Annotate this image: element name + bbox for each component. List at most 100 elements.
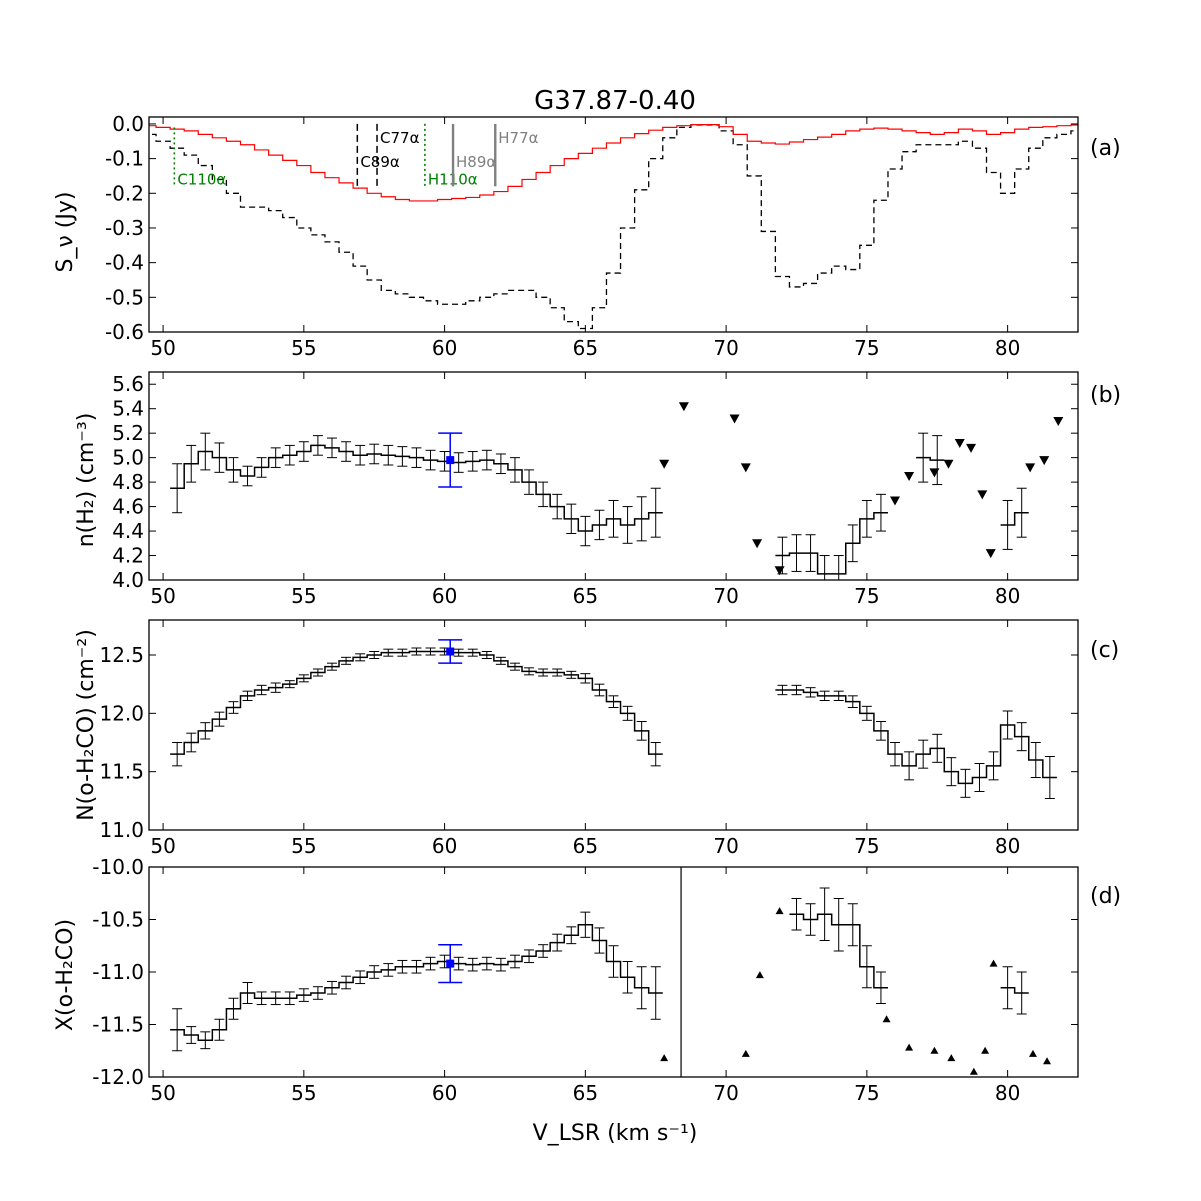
x-tick-label-d: 65 [573, 1081, 598, 1105]
upper-limit-marker-b [890, 496, 901, 506]
frame-b [148, 371, 1079, 581]
data-layer-d [170, 887, 1052, 1075]
line-marker-label-4: H89α [456, 153, 496, 171]
x-axis-label: V_LSR (km s⁻¹) [533, 1121, 698, 1146]
plot-area-b [170, 402, 1064, 580]
panel-label-d: (d) [1090, 884, 1121, 909]
line-marker-label-5: H77α [498, 129, 538, 147]
x-tick-label-b: 70 [713, 584, 738, 608]
y-axis-label-c: N(o-H₂CO) (cm⁻²) [74, 629, 99, 821]
lower-limit-marker-d [1028, 1049, 1037, 1057]
x-tick-label-c: 75 [854, 834, 879, 858]
upper-limit-marker-b [678, 402, 689, 412]
panel-d: 50 55 60 65 70 75 80-10.0-10.5-11.0-11.5-12.0 … [53, 855, 1121, 1146]
x-tick-label-d: 75 [854, 1081, 879, 1105]
x-tick-label-d: 60 [432, 1081, 457, 1105]
x-tick-label-b: 55 [291, 584, 316, 608]
data-layer-a [149, 124, 1078, 330]
y-tick-label-a: -0.3 [105, 216, 144, 240]
y-tick-label-b: 5.2 [112, 421, 144, 445]
highlight-marker-c [446, 647, 455, 656]
panel-label-c: (c) [1090, 638, 1119, 663]
upper-limit-marker-b [929, 468, 940, 478]
y-tick-label-d: -11.5 [92, 1013, 144, 1037]
x-tick-label-d: 70 [713, 1081, 738, 1105]
y-tick-label-b: 4.6 [112, 495, 144, 519]
step-line-b-0 [170, 444, 663, 532]
lower-limit-marker-d [775, 907, 784, 915]
panel-b: 50 55 60 65 70 75 80 5.65.45.25.04.84.64.44.24.… [74, 371, 1121, 608]
axes-c: 50 55 60 65 70 75 80 12.5 12.0 11.5 11.0 [99, 619, 1079, 858]
y-tick-label-b: 5.4 [112, 397, 144, 421]
y-tick-label-c: 11.0 [99, 818, 144, 842]
x-tick-label-b: 60 [432, 584, 457, 608]
y-tick-label-b: 5.0 [112, 446, 144, 470]
y-tick-label-b: 4.8 [112, 470, 144, 494]
frame-a [148, 116, 1079, 333]
lower-limit-marker-d [969, 1067, 978, 1075]
x-tick-label-b: 65 [573, 584, 598, 608]
step-line-d-1 [789, 913, 888, 989]
upper-limit-marker-b [1025, 463, 1036, 473]
y-axis-label-b: n(H₂) (cm⁻³) [74, 413, 99, 548]
x-tick-label-b: 80 [995, 584, 1020, 608]
x-tick-label-a: 60 [432, 336, 457, 360]
step-line-b-2 [916, 456, 945, 461]
panel-c: 50 55 60 65 70 75 80 12.5 12.0 11.5 11.0 (c) N(o-H… [74, 619, 1119, 858]
y-axis-label-d: X(o-H₂CO) [53, 919, 78, 1031]
x-tick-label-d: 55 [291, 1081, 316, 1105]
upper-limit-marker-b [943, 459, 954, 469]
plot-area-d [170, 867, 1052, 1077]
lower-limit-marker-d [947, 1054, 956, 1062]
lower-limit-marker-d [741, 1049, 750, 1057]
y-tick-label-b: 5.6 [112, 372, 144, 396]
y-tick-label-a: 0.0 [112, 112, 144, 136]
lower-limit-marker-d [905, 1043, 914, 1051]
plot-area-a: C110αC89αC77αH110αH89αH77α [149, 123, 1078, 330]
upper-limit-marker-b [985, 549, 996, 559]
lower-limit-marker-d [930, 1046, 939, 1054]
y-tick-label-c: 12.0 [99, 701, 144, 725]
upper-limit-marker-b [966, 443, 977, 453]
lower-limit-marker-d [981, 1046, 990, 1054]
y-tick-label-c: 12.5 [99, 643, 144, 667]
upper-limit-marker-b [740, 463, 751, 473]
y-tick-label-d: -12.0 [92, 1065, 144, 1089]
lower-limit-marker-d [989, 959, 998, 967]
upper-limit-marker-b [659, 459, 670, 469]
upper-limit-marker-b [954, 438, 965, 448]
panel-label-a: (a) [1090, 136, 1121, 161]
y-tick-label-b: 4.0 [112, 568, 144, 592]
x-tick-label-c: 50 [150, 834, 175, 858]
step-line-c-0 [170, 650, 663, 755]
y-tick-label-b: 4.4 [112, 519, 144, 543]
upper-limit-marker-b [1039, 456, 1050, 466]
y-tick-label-c: 11.5 [99, 760, 144, 784]
y-tick-label-a: -0.1 [105, 147, 144, 171]
frame-c [148, 619, 1079, 831]
x-tick-label-a: 65 [573, 336, 598, 360]
plot-area-c [170, 639, 1057, 799]
lower-limit-marker-d [1043, 1057, 1052, 1065]
step-line-b-1 [775, 511, 888, 575]
axes-a: 50 55 60 65 70 75 80 0.0 -0.1 -0.2 -0.3 -0.4 -0.5 -0.… [105, 112, 1079, 360]
step-line-c-1 [775, 689, 1057, 785]
y-tick-label-d: -10.0 [92, 855, 144, 879]
x-tick-label-a: 75 [854, 336, 879, 360]
x-tick-label-c: 55 [291, 834, 316, 858]
upper-limit-marker-b [977, 490, 988, 500]
upper-limit-marker-b [774, 566, 785, 576]
dashed-spectrum-line [149, 124, 1078, 330]
y-tick-label-b: 4.2 [112, 544, 144, 568]
line-marker-label-0: C110α [177, 170, 226, 188]
red-spectrum-line [149, 124, 1078, 202]
data-layer-b [170, 402, 1064, 580]
y-tick-label-d: -10.5 [92, 908, 144, 932]
upper-limit-marker-b [752, 539, 763, 549]
y-tick-label-a: -0.2 [105, 181, 144, 205]
highlight-marker-d [446, 959, 455, 968]
x-tick-label-d: 50 [150, 1081, 175, 1105]
x-tick-label-b: 50 [150, 584, 175, 608]
highlight-marker-b [446, 456, 455, 465]
